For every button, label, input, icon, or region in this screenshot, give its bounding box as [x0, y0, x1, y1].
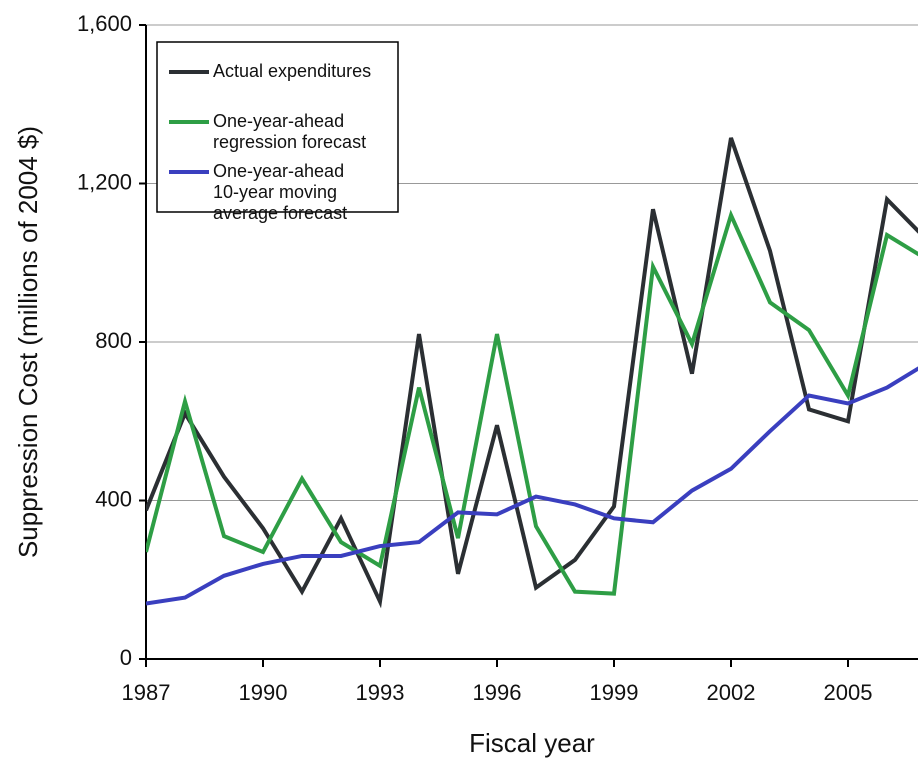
- x-tick-label: 2002: [707, 680, 756, 705]
- plot-area: [146, 137, 918, 609]
- x-tick-label: 1990: [239, 680, 288, 705]
- y-tick-label: 400: [95, 486, 132, 511]
- legend-label: One-year-ahead 10-year moving average fore…: [213, 161, 347, 223]
- y-tick-label: 1,600: [77, 11, 132, 36]
- series-line: [146, 137, 918, 609]
- legend-label: Actual expenditures: [213, 61, 371, 81]
- x-tick-label: 1999: [590, 680, 639, 705]
- x-tick-label: 1993: [356, 680, 405, 705]
- y-axis-title: Suppression Cost (millions of 2004 $): [13, 126, 43, 558]
- y-tick-label: 800: [95, 328, 132, 353]
- x-tick-label: 1996: [473, 680, 522, 705]
- series-line: [146, 366, 918, 606]
- legend-label: One-year-ahead regression forecast: [213, 111, 366, 152]
- x-tick-label: 2005: [824, 680, 873, 705]
- x-tick-label: 1987: [122, 680, 171, 705]
- y-tick-label: 1,200: [77, 169, 132, 194]
- x-axis-title: Fiscal year: [469, 728, 595, 758]
- series-line: [146, 209, 918, 596]
- y-tick-label: 0: [120, 645, 132, 670]
